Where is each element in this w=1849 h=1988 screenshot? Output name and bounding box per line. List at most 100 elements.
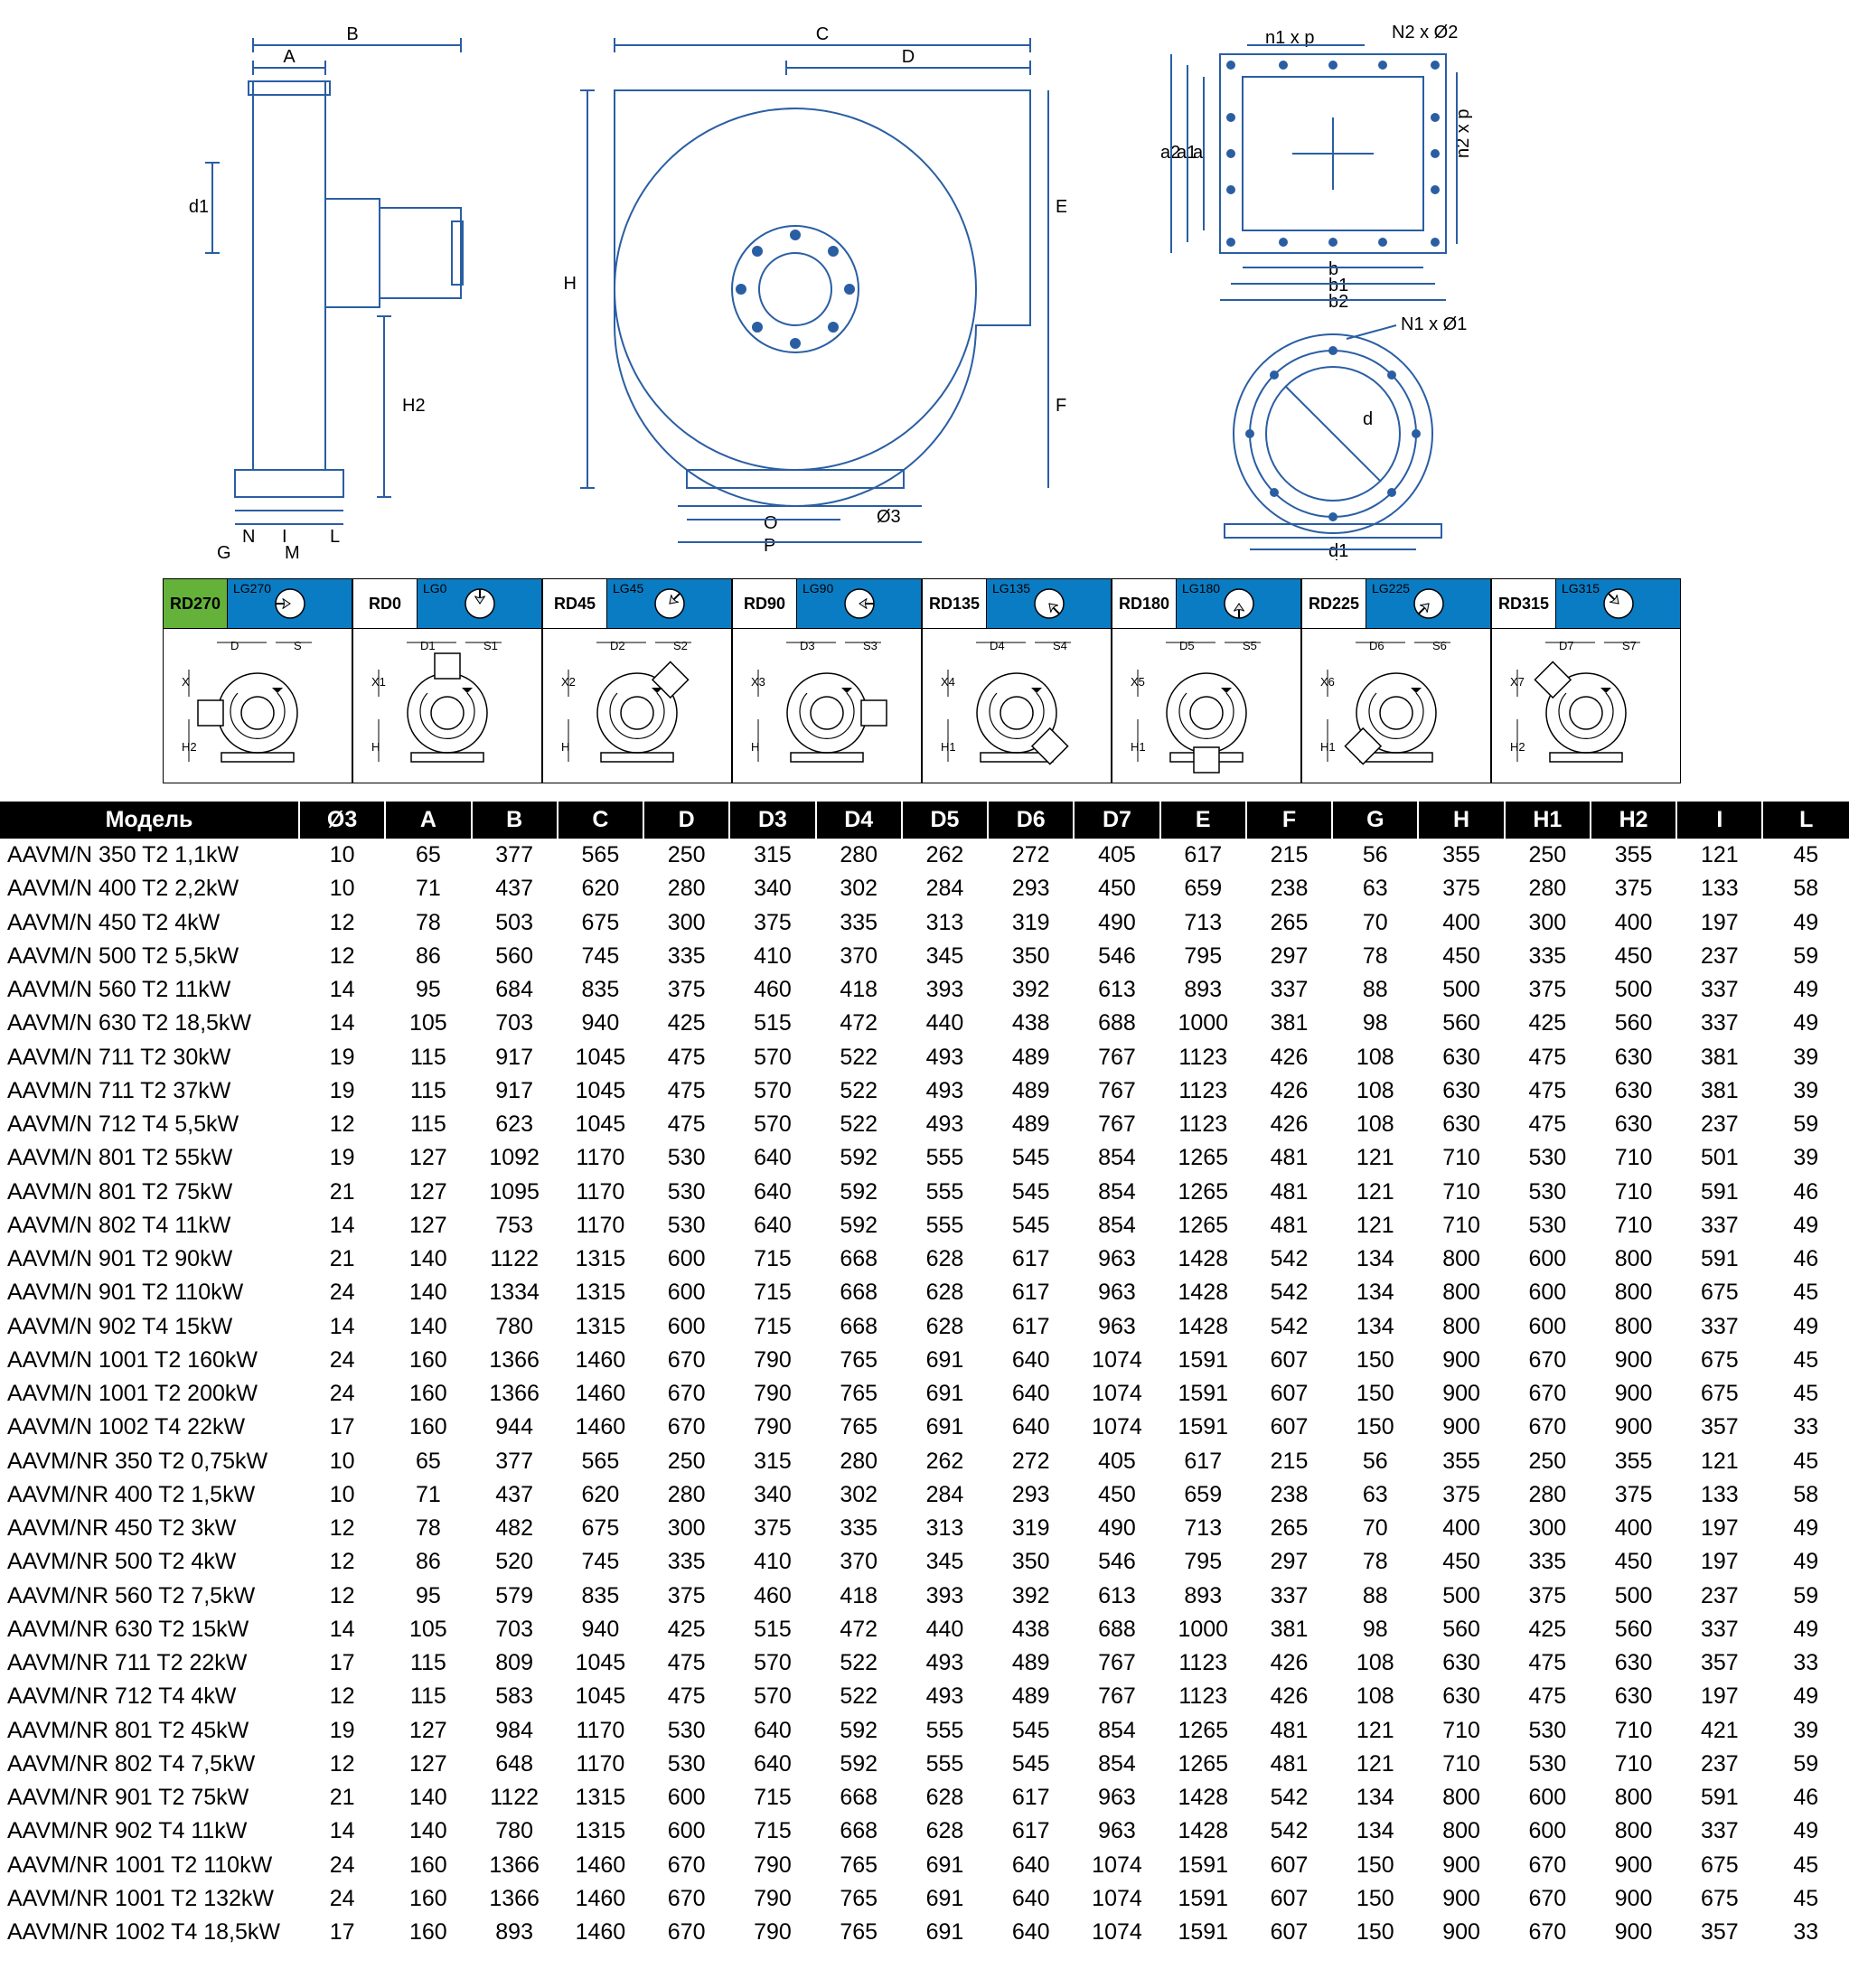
model-cell: AAVM/NR 712 T4 4kW [0, 1680, 299, 1713]
value-cell: 800 [1591, 1781, 1676, 1815]
table-header-cell: D4 [816, 802, 902, 839]
value-cell: 515 [729, 1613, 815, 1646]
svg-text:S5: S5 [1243, 639, 1257, 652]
orientation-rd-label: RD90 [733, 579, 797, 628]
value-cell: 17 [299, 1916, 385, 1949]
value-cell: 121 [1332, 1209, 1418, 1242]
value-cell: 500 [1591, 1580, 1676, 1613]
value-cell: 19 [299, 1074, 385, 1108]
value-cell: 489 [988, 1680, 1074, 1713]
value-cell: 1460 [558, 1377, 643, 1411]
value-cell: 715 [729, 1781, 815, 1815]
value-cell: 1092 [472, 1141, 558, 1175]
value-cell: 33 [1762, 1646, 1849, 1680]
value-cell: 284 [902, 1478, 988, 1512]
value-cell: 489 [988, 1074, 1074, 1108]
value-cell: 600 [1505, 1276, 1591, 1309]
value-cell: 49 [1762, 1512, 1849, 1545]
value-cell: 490 [1074, 906, 1159, 940]
value-cell: 800 [1418, 1276, 1504, 1309]
value-cell: 1591 [1160, 1916, 1246, 1949]
value-cell: 337 [1676, 973, 1762, 1007]
value-cell: 1170 [558, 1714, 643, 1748]
value-cell: 900 [1591, 1411, 1676, 1444]
value-cell: 767 [1074, 1680, 1159, 1713]
value-cell: 425 [643, 1007, 729, 1040]
value-cell: 940 [558, 1007, 643, 1040]
value-cell: 607 [1246, 1377, 1332, 1411]
orientation-card: RD90LG90D3S3X3H [732, 578, 922, 783]
value-cell: 49 [1762, 1209, 1849, 1242]
model-cell: AAVM/N 500 T2 5,5kW [0, 940, 299, 973]
value-cell: 45 [1762, 1276, 1849, 1309]
table-header-cell: D7 [1074, 802, 1159, 839]
orientation-lg-icon: LG315 [1556, 579, 1680, 628]
value-cell: 140 [385, 1276, 471, 1309]
model-cell: AAVM/N 802 T4 11kW [0, 1209, 299, 1242]
value-cell: 765 [816, 1882, 902, 1916]
label-O: O [764, 513, 778, 533]
table-row: AAVM/N 1001 T2 160kW24160136614606707907… [0, 1344, 1849, 1377]
value-cell: 475 [1505, 1680, 1591, 1713]
value-cell: 493 [902, 1646, 988, 1680]
value-cell: 600 [1505, 1781, 1591, 1815]
value-cell: 345 [902, 1545, 988, 1579]
value-cell: 670 [1505, 1377, 1591, 1411]
table-header-cell: C [558, 802, 643, 839]
value-cell: 381 [1676, 1041, 1762, 1074]
orientation-lg-label: LG315 [1562, 581, 1600, 595]
value-cell: 570 [729, 1074, 815, 1108]
value-cell: 900 [1418, 1411, 1504, 1444]
orientation-sketch: D2S2X2H [547, 633, 727, 778]
value-cell: 19 [299, 1714, 385, 1748]
value-cell: 1265 [1160, 1141, 1246, 1175]
table-row: AAVM/N 450 T2 4kW12785036753003753353133… [0, 906, 1849, 940]
orientation-rd-label: RD180 [1112, 579, 1177, 628]
value-cell: 628 [902, 1276, 988, 1309]
value-cell: 691 [902, 1411, 988, 1444]
value-cell: 265 [1246, 906, 1332, 940]
value-cell: 691 [902, 1344, 988, 1377]
value-cell: 250 [643, 1445, 729, 1478]
value-cell: 337 [1676, 1209, 1762, 1242]
orientation-body: D1S1X1H [353, 628, 541, 783]
value-cell: 1366 [472, 1882, 558, 1916]
value-cell: 630 [1418, 1680, 1504, 1713]
value-cell: 691 [902, 1849, 988, 1882]
table-row: AAVM/N 902 T4 15kW1414078013156007156686… [0, 1310, 1849, 1344]
value-cell: 280 [643, 872, 729, 905]
value-cell: 984 [472, 1714, 558, 1748]
value-cell: 121 [1332, 1176, 1418, 1209]
value-cell: 12 [299, 906, 385, 940]
label-cd: d [1363, 409, 1373, 429]
value-cell: 280 [1505, 1478, 1591, 1512]
value-cell: 10 [299, 872, 385, 905]
table-header-cell: G [1332, 802, 1418, 839]
value-cell: 375 [729, 1512, 815, 1545]
value-cell: 21 [299, 1242, 385, 1276]
value-cell: 670 [643, 1882, 729, 1916]
value-cell: 1265 [1160, 1209, 1246, 1242]
value-cell: 437 [472, 872, 558, 905]
value-cell: 375 [643, 1580, 729, 1613]
value-cell: 917 [472, 1074, 558, 1108]
value-cell: 160 [385, 1411, 471, 1444]
value-cell: 630 [1418, 1646, 1504, 1680]
value-cell: 900 [1591, 1916, 1676, 1949]
value-cell: 1074 [1074, 1916, 1159, 1949]
value-cell: 425 [643, 1613, 729, 1646]
value-cell: 668 [816, 1781, 902, 1815]
value-cell: 24 [299, 1377, 385, 1411]
value-cell: 108 [1332, 1646, 1418, 1680]
value-cell: 14 [299, 1007, 385, 1040]
value-cell: 345 [902, 940, 988, 973]
value-cell: 370 [816, 940, 902, 973]
value-cell: 59 [1762, 940, 1849, 973]
value-cell: 98 [1332, 1613, 1418, 1646]
value-cell: 450 [1074, 1478, 1159, 1512]
value-cell: 337 [1246, 973, 1332, 1007]
table-row: AAVM/N 901 T2 90kW2114011221315600715668… [0, 1242, 1849, 1276]
value-cell: 121 [1332, 1141, 1418, 1175]
value-cell: 790 [729, 1882, 815, 1916]
value-cell: 917 [472, 1041, 558, 1074]
